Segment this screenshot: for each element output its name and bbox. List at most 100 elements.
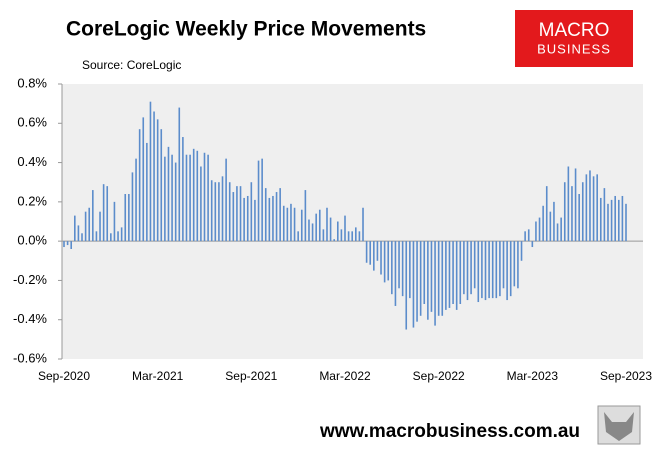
bar xyxy=(77,225,80,242)
bar xyxy=(153,111,155,242)
bar xyxy=(275,192,278,242)
bar xyxy=(326,207,328,242)
y-tick-label: 0.2% xyxy=(17,193,47,208)
bar xyxy=(196,150,199,242)
bar xyxy=(563,182,566,242)
bar xyxy=(344,215,346,242)
bar xyxy=(398,241,400,289)
bar xyxy=(542,205,544,242)
bar xyxy=(297,231,299,242)
x-tick-label: Sep-2021 xyxy=(225,369,277,383)
bar xyxy=(358,231,361,242)
bar xyxy=(149,101,152,242)
bar xyxy=(596,174,598,242)
bar xyxy=(625,203,627,242)
bar xyxy=(524,231,526,242)
bar xyxy=(355,227,357,242)
logo-text: BUSINESS xyxy=(537,41,611,56)
bar xyxy=(257,160,260,242)
fox-icon xyxy=(597,405,641,445)
bar xyxy=(513,241,516,287)
bar xyxy=(452,241,454,304)
chart-title: CoreLogic Weekly Price Movements xyxy=(66,18,426,41)
bar xyxy=(592,176,595,242)
bar xyxy=(243,197,245,242)
bar xyxy=(164,156,166,242)
bar xyxy=(387,241,390,281)
bar xyxy=(455,241,458,310)
bar xyxy=(383,241,386,283)
bar xyxy=(322,229,325,242)
bar xyxy=(178,107,181,242)
bar xyxy=(207,154,209,242)
bar xyxy=(463,241,465,295)
bar xyxy=(110,233,112,242)
x-tick-label: Mar-2023 xyxy=(507,369,559,383)
bar xyxy=(376,241,379,261)
bar xyxy=(106,186,109,242)
bar xyxy=(607,203,609,242)
y-tick-label: 0.8% xyxy=(17,75,47,90)
y-tick-label: 0.6% xyxy=(17,115,47,130)
bar xyxy=(210,180,213,242)
bar xyxy=(282,205,285,242)
plot-background xyxy=(62,84,643,359)
bar xyxy=(527,229,530,242)
bar xyxy=(347,231,350,242)
bar xyxy=(293,207,296,242)
bar xyxy=(261,158,263,242)
y-tick-label: -0.6% xyxy=(13,350,47,365)
bar xyxy=(308,219,310,242)
bar xyxy=(614,195,616,242)
bar xyxy=(160,129,163,242)
bar xyxy=(574,168,577,242)
bar xyxy=(124,194,127,242)
bar xyxy=(250,182,253,242)
x-tick-label: Sep-2023 xyxy=(600,369,652,383)
bar xyxy=(128,194,130,242)
bar xyxy=(448,241,451,308)
bar xyxy=(412,241,415,328)
bar xyxy=(102,184,105,242)
bar xyxy=(218,182,220,242)
bar xyxy=(502,241,505,289)
bar xyxy=(391,241,393,295)
bar xyxy=(409,241,411,299)
bar xyxy=(556,223,559,242)
bar xyxy=(394,241,397,306)
bar xyxy=(603,188,606,242)
bar xyxy=(74,215,76,242)
logo-box xyxy=(515,10,633,67)
bar xyxy=(221,176,224,242)
x-tick-label: Sep-2020 xyxy=(38,369,90,383)
bar xyxy=(581,182,584,242)
bar xyxy=(466,241,469,301)
bar xyxy=(167,146,170,242)
x-tick-label: Sep-2022 xyxy=(413,369,465,383)
bar xyxy=(300,209,303,242)
bar xyxy=(477,241,480,303)
bar xyxy=(286,207,289,242)
bar xyxy=(617,199,620,242)
bar xyxy=(200,166,202,242)
y-tick-label: 0.4% xyxy=(17,154,47,169)
bar xyxy=(135,158,137,242)
bar xyxy=(610,199,613,242)
bar xyxy=(290,203,292,242)
bar xyxy=(484,241,487,301)
bar xyxy=(113,201,116,242)
bar xyxy=(495,241,498,299)
bar xyxy=(441,241,444,316)
logo-text: MACRO xyxy=(539,20,610,41)
website: www.macrobusiness.com.au xyxy=(319,421,580,442)
bar xyxy=(520,241,523,261)
bar xyxy=(560,217,562,242)
bar xyxy=(156,119,159,242)
y-tick-label: -0.2% xyxy=(13,272,47,287)
bar xyxy=(66,241,69,246)
bar xyxy=(185,154,188,242)
bar xyxy=(459,241,462,304)
bar xyxy=(84,211,87,242)
y-tick-label: -0.4% xyxy=(13,311,47,326)
bar xyxy=(333,239,335,242)
